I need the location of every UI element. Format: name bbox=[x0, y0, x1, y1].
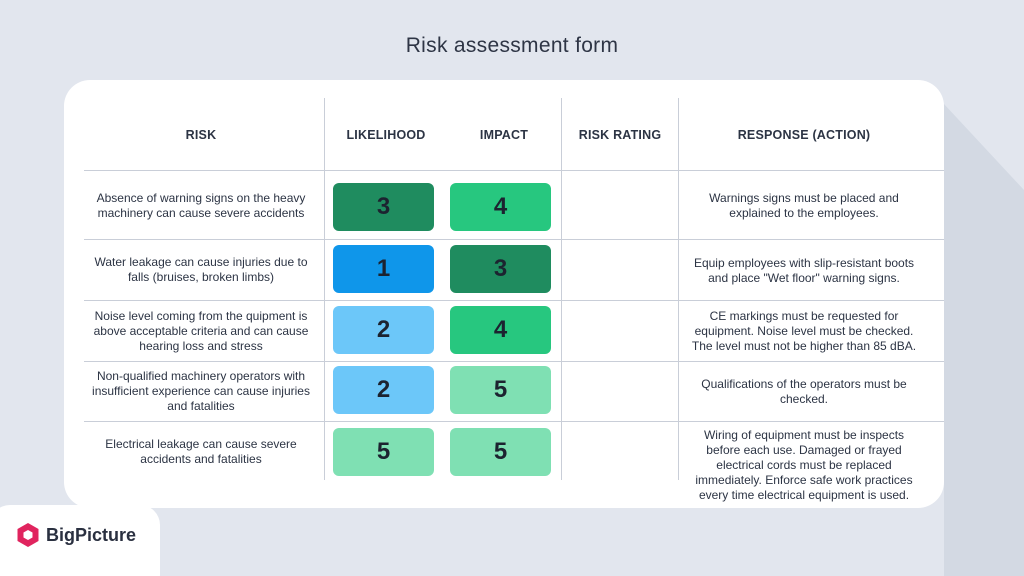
likelihood-score: 2 bbox=[333, 366, 434, 414]
hexagon-logo-icon bbox=[17, 523, 39, 547]
column-divider bbox=[324, 98, 325, 480]
response-action: Equip employees with slip-resistant boot… bbox=[693, 256, 915, 285]
response-action: Qualifications of the operators must be … bbox=[701, 377, 907, 406]
row-divider bbox=[84, 421, 944, 422]
response-action: Wiring of equipment must be inspects bef… bbox=[695, 428, 913, 502]
header-likelihood: LIKELIHOOD bbox=[346, 128, 426, 142]
likelihood-score: 1 bbox=[333, 245, 434, 293]
header-response: RESPONSE (ACTION) bbox=[737, 128, 871, 142]
impact-score: 5 bbox=[450, 366, 551, 414]
row-divider bbox=[84, 300, 944, 301]
page-title: Risk assessment form bbox=[405, 34, 619, 57]
column-divider bbox=[678, 98, 679, 480]
header-risk: RISK bbox=[185, 128, 217, 142]
row-divider bbox=[84, 239, 944, 240]
risk-table-card: RISK LIKELIHOOD IMPACT RISK RATING RESPO… bbox=[64, 80, 944, 508]
risk-description: Noise level coming from the quipment is … bbox=[93, 309, 309, 353]
risk-description: Water leakage can cause injuries due to … bbox=[94, 255, 308, 284]
risk-description: Non-qualified machinery operators with i… bbox=[92, 369, 310, 413]
likelihood-score: 2 bbox=[333, 306, 434, 354]
impact-score: 3 bbox=[450, 245, 551, 293]
likelihood-score: 3 bbox=[333, 183, 434, 231]
brand-name: BigPicture bbox=[46, 525, 137, 545]
likelihood-score: 5 bbox=[333, 428, 434, 476]
response-action: Warnings signs must be placed and explai… bbox=[709, 191, 899, 220]
risk-description: Electrical leakage can cause severe acci… bbox=[105, 437, 297, 466]
header-risk-rating: RISK RATING bbox=[578, 128, 662, 142]
row-divider bbox=[84, 361, 944, 362]
impact-score: 5 bbox=[450, 428, 551, 476]
risk-description: Absence of warning signs on the heavy ma… bbox=[96, 191, 306, 220]
row-divider bbox=[84, 170, 944, 171]
impact-score: 4 bbox=[450, 183, 551, 231]
column-divider bbox=[561, 98, 562, 480]
impact-score: 4 bbox=[450, 306, 551, 354]
header-impact: IMPACT bbox=[479, 128, 529, 142]
response-action: CE markings must be requested for equipm… bbox=[691, 309, 917, 353]
